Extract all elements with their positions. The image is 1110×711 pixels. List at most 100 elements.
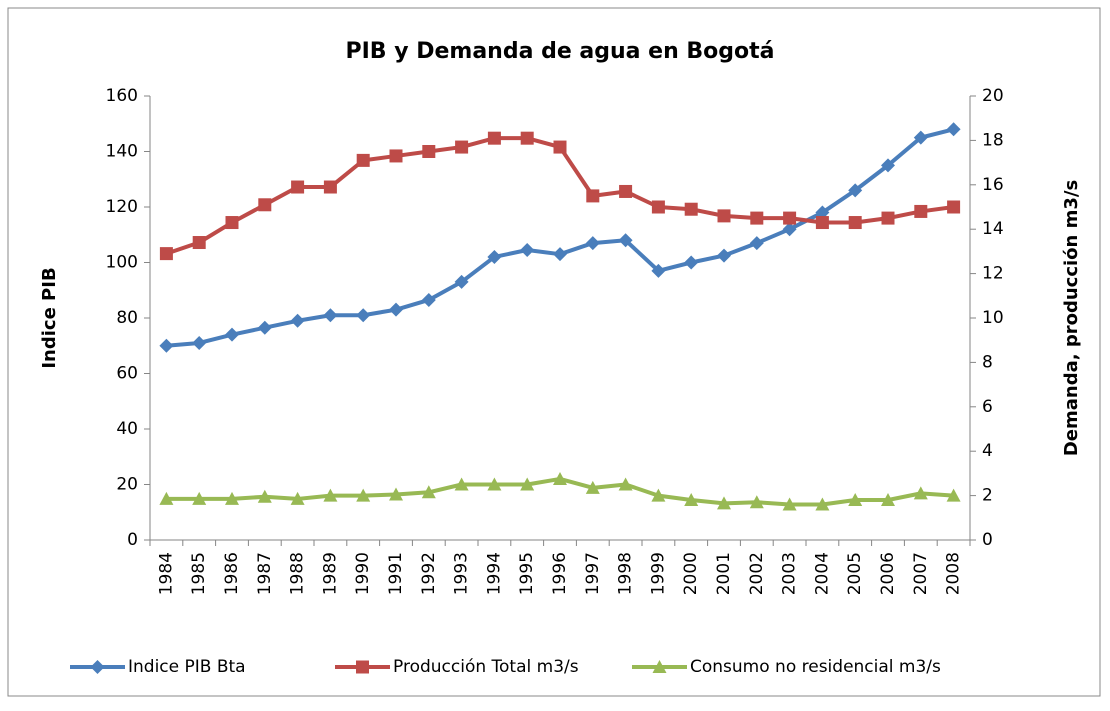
x-tick-label: 1995 xyxy=(517,552,537,595)
marker xyxy=(487,477,502,491)
x-tick-label: 2002 xyxy=(747,552,767,595)
marker xyxy=(290,491,305,505)
y2-tick-label: 4 xyxy=(982,441,993,461)
marker xyxy=(257,489,272,503)
marker xyxy=(848,183,863,198)
x-tick-label: 2007 xyxy=(911,552,931,595)
marker xyxy=(356,308,371,323)
legend-item: Consumo no residencial m3/s xyxy=(632,657,941,677)
marker xyxy=(684,255,699,270)
y-tick-label: 20 xyxy=(116,475,138,495)
marker xyxy=(684,202,698,216)
marker xyxy=(947,200,961,214)
marker xyxy=(881,211,895,225)
marker xyxy=(848,493,863,507)
marker xyxy=(291,180,305,194)
marker xyxy=(389,149,403,163)
x-tick-label: 1987 xyxy=(255,552,275,595)
x-tick-label: 1993 xyxy=(452,552,472,595)
y2-tick-label: 2 xyxy=(982,486,993,506)
legend-item: Indice PIB Bta xyxy=(70,657,246,677)
marker xyxy=(225,216,239,230)
y2-tick-label: 6 xyxy=(982,397,993,417)
marker xyxy=(619,184,633,198)
x-tick-label: 1984 xyxy=(156,552,176,595)
marker xyxy=(717,248,731,263)
marker xyxy=(90,660,105,674)
marker xyxy=(651,200,665,214)
marker xyxy=(782,497,797,511)
x-tick-label: 1988 xyxy=(288,552,308,595)
chart-title: PIB y Demanda de agua en Bogotá xyxy=(345,39,774,64)
y2-tick-label: 10 xyxy=(982,308,1004,328)
y-tick-label: 0 xyxy=(127,530,138,550)
marker xyxy=(520,243,535,258)
marker xyxy=(290,313,305,328)
marker xyxy=(455,140,469,154)
marker xyxy=(553,471,567,485)
y-axis-label: Indice PIB xyxy=(39,267,60,368)
legend-label: Indice PIB Bta xyxy=(128,657,246,677)
marker xyxy=(159,247,173,261)
x-tick-label: 1994 xyxy=(484,552,504,595)
y-tick-label: 100 xyxy=(106,253,138,273)
marker xyxy=(487,249,502,264)
marker xyxy=(815,497,830,511)
x-tick-label: 1997 xyxy=(583,552,603,595)
marker xyxy=(323,308,338,323)
marker xyxy=(815,216,829,230)
marker xyxy=(422,145,436,158)
marker xyxy=(913,486,928,500)
marker xyxy=(881,158,895,173)
x-tick-label: 1992 xyxy=(419,552,439,595)
x-tick-label: 2006 xyxy=(878,552,898,595)
x-tick-label: 2004 xyxy=(812,552,832,595)
marker xyxy=(783,211,797,225)
y2-axis-label: Demanda, producción m3/s xyxy=(1061,180,1082,456)
legend-item: Producción Total m3/s xyxy=(335,657,579,677)
marker xyxy=(356,660,369,674)
y2-tick-label: 14 xyxy=(982,219,1004,239)
marker xyxy=(192,236,206,250)
marker xyxy=(159,491,174,505)
marker xyxy=(848,216,862,230)
marker xyxy=(651,263,666,278)
marker xyxy=(192,335,207,350)
marker xyxy=(356,153,370,167)
marker xyxy=(159,338,174,353)
marker xyxy=(257,320,272,335)
marker xyxy=(454,274,469,289)
marker xyxy=(914,204,928,218)
legend-label: Consumo no residencial m3/s xyxy=(690,657,941,677)
marker xyxy=(749,236,764,251)
marker xyxy=(585,480,600,494)
marker xyxy=(782,222,797,237)
x-tick-label: 1999 xyxy=(648,552,668,595)
x-tick-label: 1990 xyxy=(353,552,373,595)
y-tick-label: 80 xyxy=(116,308,138,328)
x-tick-label: 2001 xyxy=(714,552,734,595)
marker xyxy=(717,209,731,223)
marker xyxy=(356,488,371,502)
marker xyxy=(618,477,633,491)
y-tick-label: 120 xyxy=(106,197,138,217)
marker xyxy=(421,292,436,307)
marker xyxy=(913,130,928,145)
marker xyxy=(749,495,764,509)
marker xyxy=(323,488,338,502)
marker xyxy=(258,198,272,212)
marker xyxy=(881,493,895,507)
y-tick-label: 40 xyxy=(116,419,138,439)
marker xyxy=(454,477,469,491)
marker xyxy=(225,491,239,505)
marker xyxy=(323,180,337,194)
marker xyxy=(684,493,699,507)
x-tick-label: 2003 xyxy=(780,552,800,595)
chart-frame xyxy=(7,7,1101,697)
y2-tick-label: 8 xyxy=(982,352,993,372)
y-tick-label: 140 xyxy=(106,142,138,162)
marker xyxy=(225,327,239,342)
marker xyxy=(586,189,600,203)
marker xyxy=(651,488,666,502)
